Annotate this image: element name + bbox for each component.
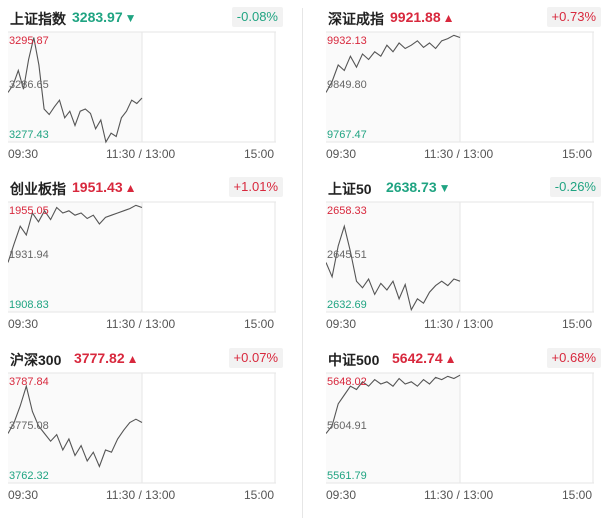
index-name: 上证50 (328, 181, 372, 197)
y-axis-low-label: 1908.83 (9, 299, 49, 311)
change-percent-badge: +0.07% (228, 348, 283, 368)
time-open-label: 09:30 (8, 147, 39, 161)
index-price: 5642.74 ▲ (392, 350, 457, 366)
index-card-shanghai-composite[interactable]: 上证指数 3283.97 ▼ -0.08% 3295.87 3286.65 3277.43 0… (8, 2, 288, 161)
y-axis-mid-label: 5604.91 (327, 420, 367, 432)
price-line (8, 37, 143, 144)
price-value: 1951.43 (72, 179, 123, 195)
index-header: 创业板指 1951.43 ▲ +1.01% (8, 176, 288, 198)
arrow-up-icon: ▲ (126, 352, 139, 366)
column-divider (302, 8, 303, 518)
index-price: 2638.73 ▼ (386, 179, 451, 195)
time-midday-label: 11:30 / 13:00 (424, 317, 494, 331)
y-axis-mid-label: 2645.51 (327, 249, 367, 261)
index-name: 沪深300 (10, 352, 62, 368)
change-percent-badge: -0.08% (231, 7, 283, 27)
index-card-csi500[interactable]: 中证500 5642.74 ▲ +0.68% 5648.02 5604.91 5561.79… (326, 343, 606, 502)
y-axis-mid-label: 1931.94 (9, 249, 49, 261)
morning-session-area (326, 373, 460, 483)
y-axis-low-label: 3277.43 (9, 129, 49, 141)
time-close-label: 15:00 (244, 147, 275, 161)
y-axis-low-label: 5561.79 (327, 470, 367, 482)
index-name: 中证500 (328, 352, 380, 368)
time-open-label: 09:30 (326, 488, 357, 502)
index-name: 创业板指 (10, 181, 66, 197)
intraday-chart: 3295.87 3286.65 3277.43 (8, 31, 276, 144)
time-close-label: 15:00 (562, 488, 593, 502)
index-card-chinext[interactable]: 创业板指 1951.43 ▲ +1.01% 1955.05 1931.94 1908.83 0… (8, 172, 288, 331)
morning-session-area (8, 373, 142, 483)
price-value: 3283.97 (72, 9, 123, 25)
y-axis-mid-label: 9849.80 (327, 79, 367, 91)
price-value: 9921.88 (390, 9, 441, 25)
arrow-down-icon: ▼ (438, 181, 451, 195)
intraday-chart: 2658.33 2645.51 2632.69 (326, 201, 594, 313)
price-value: 2638.73 (386, 179, 437, 195)
change-percent-badge: +0.73% (546, 7, 601, 27)
price-line (326, 34, 461, 93)
arrow-up-icon: ▲ (124, 181, 137, 195)
index-price: 1951.43 ▲ (72, 179, 137, 195)
time-open-label: 09:30 (8, 488, 39, 502)
index-header: 中证500 5642.74 ▲ +0.68% (326, 347, 606, 369)
index-header: 沪深300 3777.82 ▲ +0.07% (8, 347, 288, 369)
price-value: 3777.82 (74, 350, 125, 366)
index-card-sse50[interactable]: 上证50 2638.73 ▼ -0.26% 2658.33 2645.51 2632.69 0… (326, 172, 606, 331)
time-close-label: 15:00 (562, 317, 593, 331)
arrow-down-icon: ▼ (124, 11, 137, 25)
index-price: 3283.97 ▼ (72, 9, 137, 25)
time-midday-label: 11:30 / 13:00 (106, 488, 176, 502)
intraday-chart: 5648.02 5604.91 5561.79 (326, 372, 594, 484)
time-midday-label: 11:30 / 13:00 (424, 147, 494, 161)
intraday-chart: 1955.05 1931.94 1908.83 (8, 201, 276, 313)
y-axis-mid-label: 3286.65 (9, 79, 49, 91)
time-open-label: 09:30 (326, 147, 357, 161)
y-axis-high-label: 2658.33 (327, 205, 367, 217)
index-price: 3777.82 ▲ (74, 350, 139, 366)
y-axis-high-label: 9932.13 (327, 35, 367, 47)
index-name: 上证指数 (10, 11, 66, 27)
change-percent-badge: +1.01% (228, 177, 283, 197)
price-line (326, 224, 461, 312)
index-price: 9921.88 ▲ (390, 9, 455, 25)
time-close-label: 15:00 (562, 147, 593, 161)
arrow-up-icon: ▲ (442, 11, 455, 25)
change-percent-badge: +0.68% (546, 348, 601, 368)
intraday-chart: 9932.13 9849.80 9767.47 (326, 31, 594, 143)
time-midday-label: 11:30 / 13:00 (106, 147, 176, 161)
price-line (8, 384, 143, 468)
index-name: 深证成指 (328, 11, 384, 27)
time-close-label: 15:00 (244, 488, 275, 502)
time-open-label: 09:30 (326, 317, 357, 331)
y-axis-high-label: 5648.02 (327, 376, 367, 388)
price-value: 5642.74 (392, 350, 443, 366)
index-card-csi300[interactable]: 沪深300 3777.82 ▲ +0.07% 3787.84 3775.08 3762.32… (8, 343, 288, 502)
time-midday-label: 11:30 / 13:00 (106, 317, 176, 331)
morning-session-area (326, 202, 460, 312)
y-axis-low-label: 9767.47 (327, 129, 367, 141)
price-line (326, 374, 461, 434)
index-header: 深证成指 9921.88 ▲ +0.73% (326, 6, 606, 28)
arrow-up-icon: ▲ (444, 352, 457, 366)
time-open-label: 09:30 (8, 317, 39, 331)
y-axis-mid-label: 3775.08 (9, 420, 49, 432)
index-header: 上证50 2638.73 ▼ -0.26% (326, 176, 606, 198)
morning-session-area (326, 32, 460, 142)
index-header: 上证指数 3283.97 ▼ -0.08% (8, 6, 288, 28)
time-close-label: 15:00 (244, 317, 275, 331)
y-axis-high-label: 1955.05 (9, 205, 49, 217)
time-midday-label: 11:30 / 13:00 (424, 488, 494, 502)
y-axis-low-label: 2632.69 (327, 299, 367, 311)
index-card-shenzhen-component[interactable]: 深证成指 9921.88 ▲ +0.73% 9932.13 9849.80 9767.47 0… (326, 2, 606, 161)
y-axis-high-label: 3787.84 (9, 376, 49, 388)
y-axis-high-label: 3295.87 (9, 35, 49, 47)
change-percent-badge: -0.26% (549, 177, 601, 197)
intraday-chart: 3787.84 3775.08 3762.32 (8, 372, 276, 484)
y-axis-low-label: 3762.32 (9, 470, 49, 482)
price-line (8, 204, 143, 263)
